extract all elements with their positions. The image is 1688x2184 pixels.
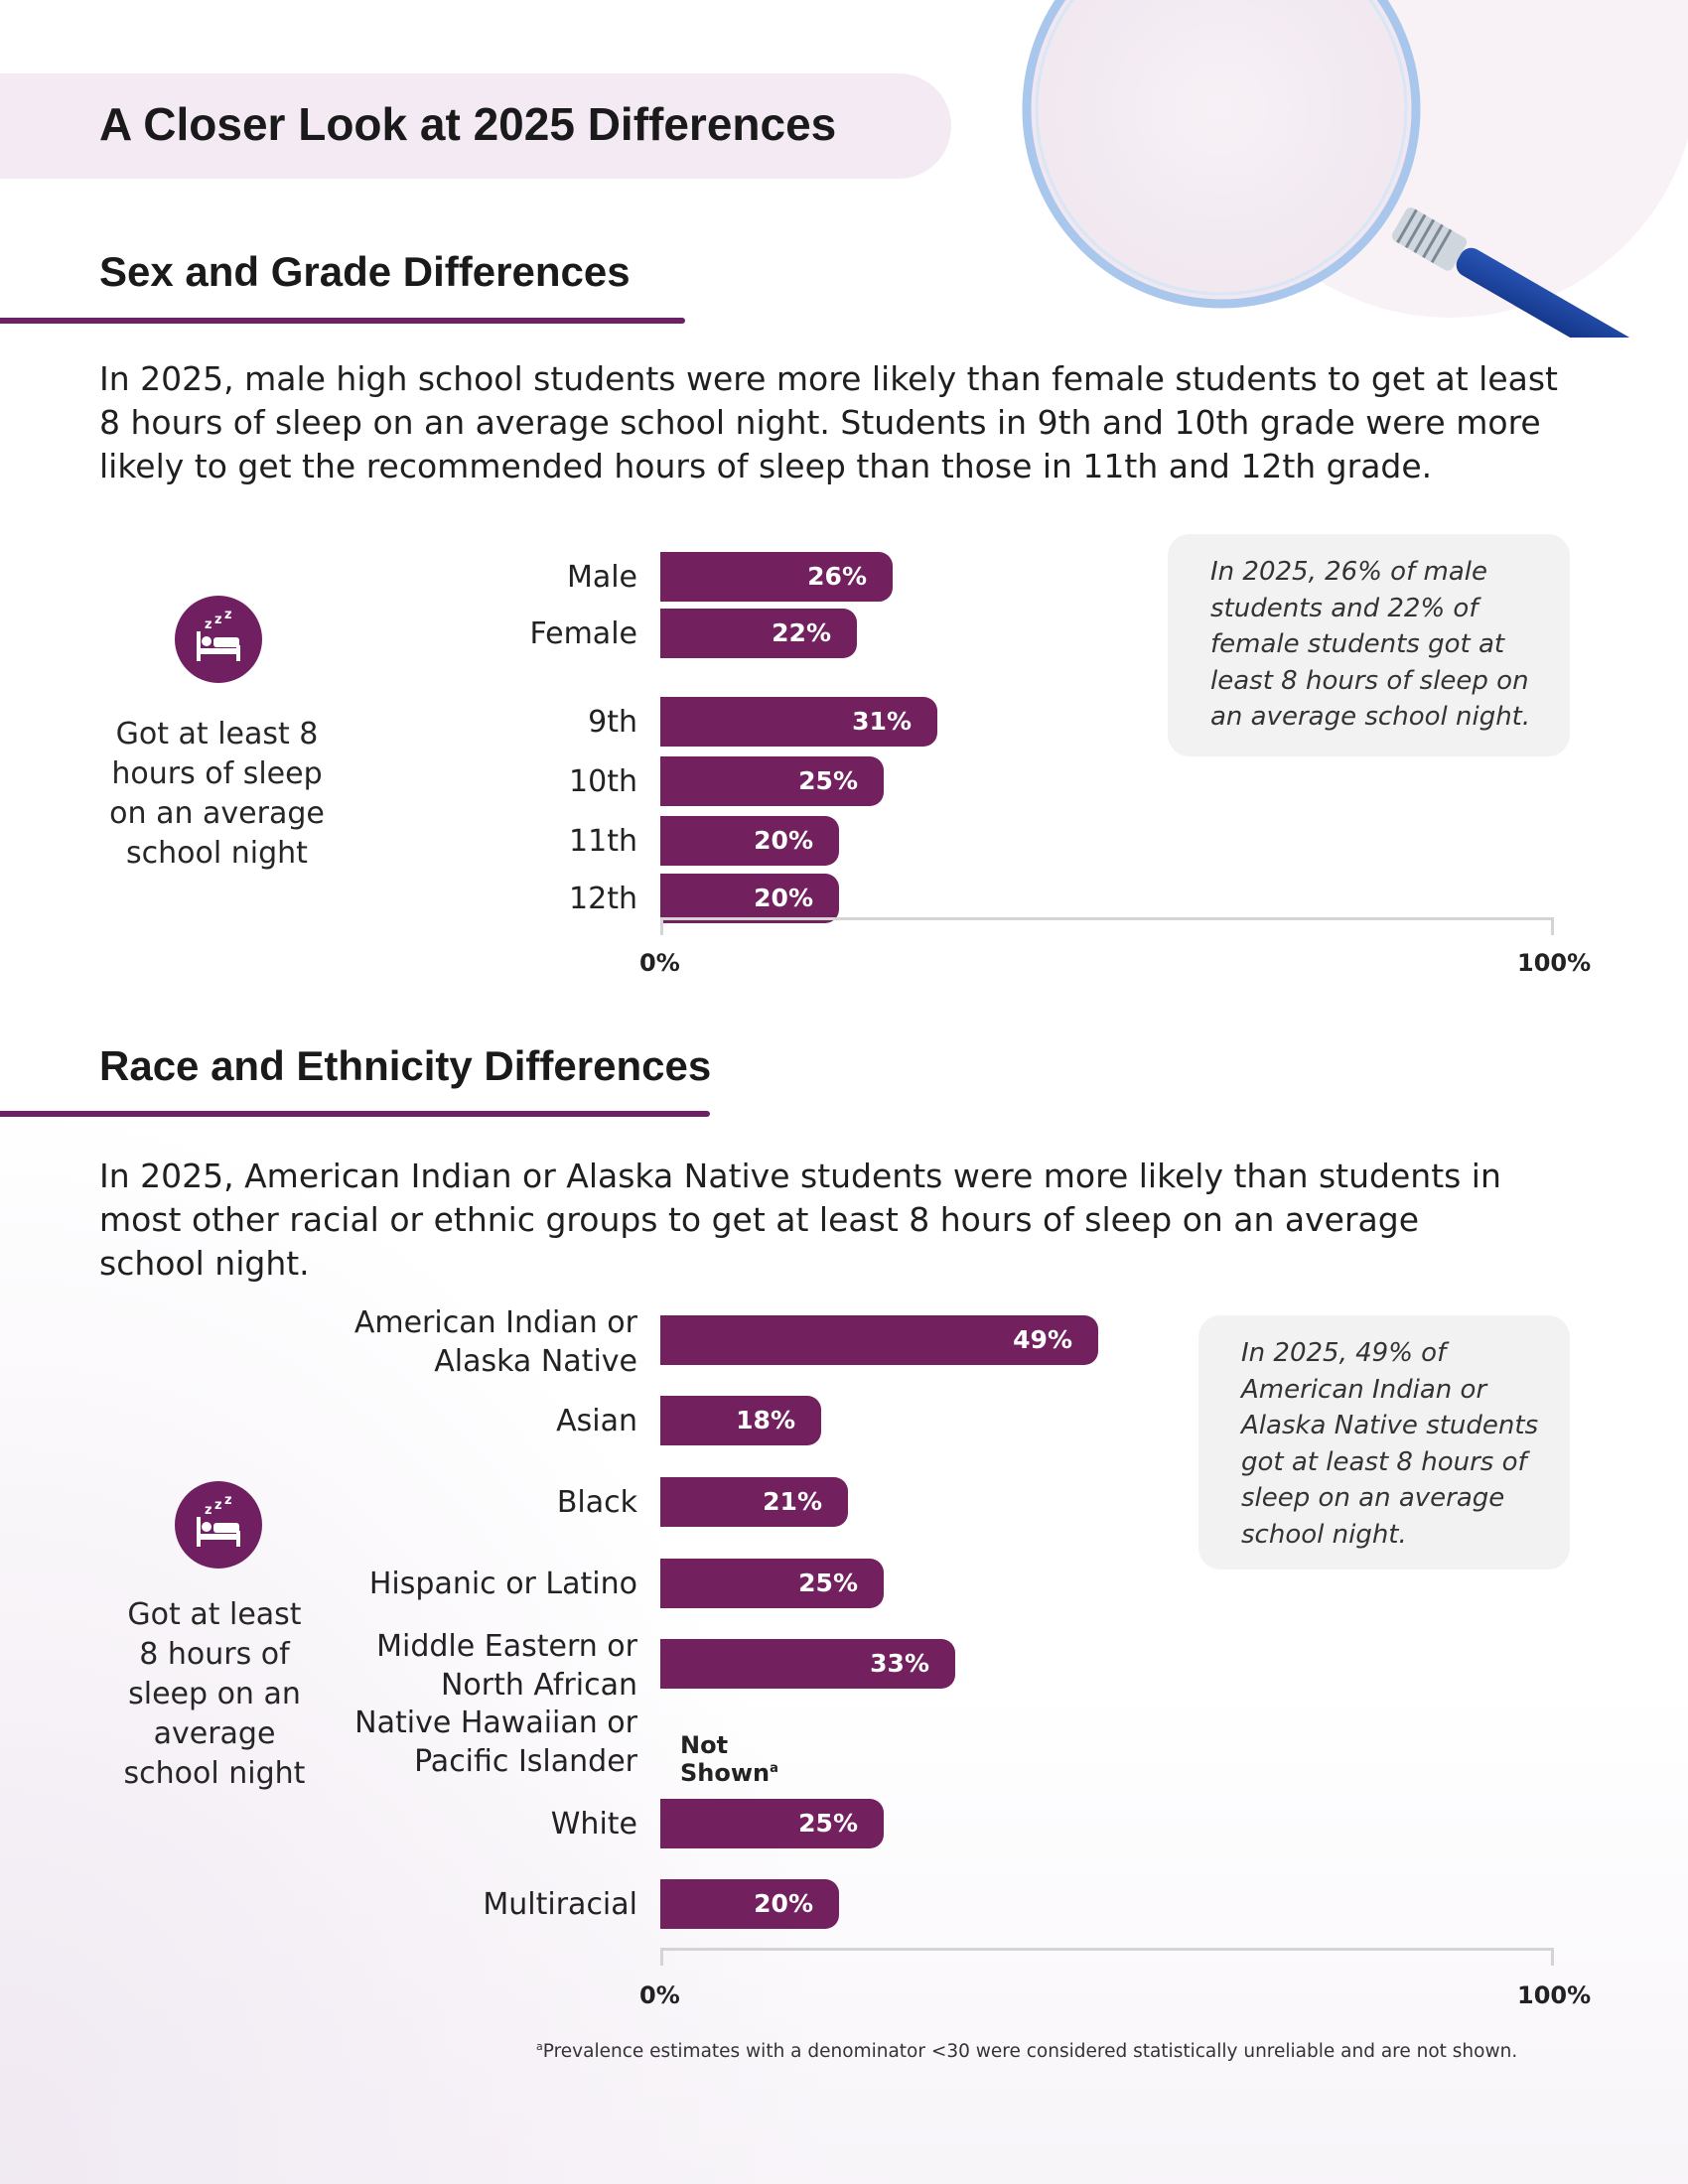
x-tick-label-0: 0%	[639, 949, 680, 977]
section-title-sex-grade: Sex and Grade Differences	[99, 248, 631, 295]
category-label-aian: American Indian or Alaska Native	[353, 1305, 637, 1379]
magnifying-glass-icon	[1022, 0, 1688, 338]
x-tick-label-0: 0%	[639, 1981, 680, 2009]
footnote-marker: a	[770, 1761, 778, 1776]
bar-mena: 33%	[660, 1639, 955, 1689]
bar-value-label: 25%	[798, 766, 858, 795]
bar-value-label: 31%	[852, 707, 912, 736]
section-intro-race-ethnicity: In 2025, American Indian or Alaska Nativ…	[99, 1157, 1501, 1283]
bar-asian: 18%	[660, 1396, 821, 1445]
category-label-nhpi: Native Hawaiian or Pacific Islander	[354, 1706, 637, 1779]
category-label-asian: Asian	[556, 1404, 637, 1438]
bar-male: 26%	[660, 552, 893, 602]
svg-text:z: z	[214, 1498, 222, 1513]
not-shown-text: Not Shown	[680, 1731, 771, 1787]
x-axis-tick-start	[660, 917, 663, 935]
bar-female: 22%	[660, 609, 857, 658]
x-tick-label-100: 100%	[1517, 1981, 1592, 2009]
chart-description-label: Got at least 8 hours of sleep on an aver…	[109, 717, 325, 871]
bar-12th: 20%	[660, 874, 839, 923]
x-tick-label-100: 100%	[1517, 949, 1592, 977]
bar-hispanic: 25%	[660, 1559, 884, 1608]
bar-value-label: 26%	[807, 562, 867, 591]
svg-text:z: z	[224, 1493, 232, 1508]
bar-value-label: 22%	[772, 618, 831, 647]
section-intro-sex-grade: In 2025, male high school students were …	[99, 359, 1558, 485]
bar-black: 21%	[660, 1477, 848, 1527]
bed-sleep-icon: z z z	[197, 608, 240, 661]
title-banner	[0, 73, 951, 179]
bar-multiracial: 20%	[660, 1879, 839, 1929]
page-background-shade	[0, 1688, 1688, 2184]
svg-text:z: z	[214, 613, 222, 627]
x-axis-tick-start	[660, 1948, 663, 1966]
category-label-12th: 12th	[569, 882, 637, 916]
page-title: A Closer Look at 2025 Differences	[99, 98, 837, 150]
bed-sleep-icon: z z z	[197, 1493, 240, 1547]
category-label-mena: Middle Eastern or North African	[376, 1629, 637, 1703]
svg-text:z: z	[224, 608, 232, 622]
bar-9th: 31%	[660, 697, 937, 747]
x-axis-line	[660, 917, 1554, 920]
category-label-female: Female	[529, 616, 637, 651]
not-shown-label: Not Showna	[680, 1731, 778, 1787]
category-label-male: Male	[566, 560, 637, 595]
chart-description-label: Got at least 8 hours of sleep on an aver…	[123, 1597, 306, 1791]
svg-text:z: z	[205, 1503, 212, 1518]
callout-card-race: In 2025, 49% of American Indian or Alask…	[1198, 1315, 1570, 1570]
bar-10th: 25%	[660, 756, 884, 806]
bar-value-label: 20%	[754, 1889, 813, 1918]
bar-value-label: 49%	[1013, 1325, 1072, 1354]
category-label-hispanic: Hispanic or Latino	[368, 1567, 637, 1601]
bar-white: 25%	[660, 1799, 884, 1848]
category-label-10th: 10th	[569, 764, 637, 799]
sleep-icon-badge: z z z	[175, 1481, 262, 1569]
bar-value-label: 25%	[798, 1569, 858, 1597]
bar-value-label: 18%	[736, 1406, 795, 1434]
footnote-marker: a	[536, 2040, 543, 2053]
x-axis-tick-end	[1551, 917, 1554, 935]
x-axis-line	[660, 1948, 1554, 1951]
callout-card-sex: In 2025, 26% of male students and 22% of…	[1168, 534, 1570, 756]
bar-11th: 20%	[660, 816, 839, 866]
section-rule	[0, 318, 685, 324]
bar-value-label: 21%	[763, 1487, 822, 1516]
bar-aian: 49%	[660, 1315, 1098, 1365]
bar-value-label: 33%	[870, 1649, 929, 1678]
bar-value-label: 25%	[798, 1809, 858, 1838]
section-title-race-ethnicity: Race and Ethnicity Differences	[99, 1042, 712, 1089]
category-label-11th: 11th	[569, 824, 637, 859]
category-label-black: Black	[556, 1485, 637, 1520]
bar-value-label: 20%	[754, 884, 813, 912]
bar-value-label: 20%	[754, 826, 813, 855]
sleep-icon-badge: z z z	[175, 596, 262, 683]
footnote: aPrevalence estimates with a denominator…	[536, 2040, 1517, 2062]
category-label-9th: 9th	[588, 705, 637, 740]
callout-text: In 2025, 26% of male students and 22% of…	[1210, 557, 1531, 732]
category-label-multiracial: Multiracial	[483, 1887, 637, 1922]
section-rule	[0, 1111, 710, 1117]
callout-text: In 2025, 49% of American Indian or Alask…	[1241, 1338, 1539, 1550]
svg-text:z: z	[205, 617, 212, 632]
x-axis-tick-end	[1551, 1948, 1554, 1966]
category-label-white: White	[550, 1807, 637, 1842]
footnote-text: Prevalence estimates with a denominator …	[542, 2041, 1518, 2063]
